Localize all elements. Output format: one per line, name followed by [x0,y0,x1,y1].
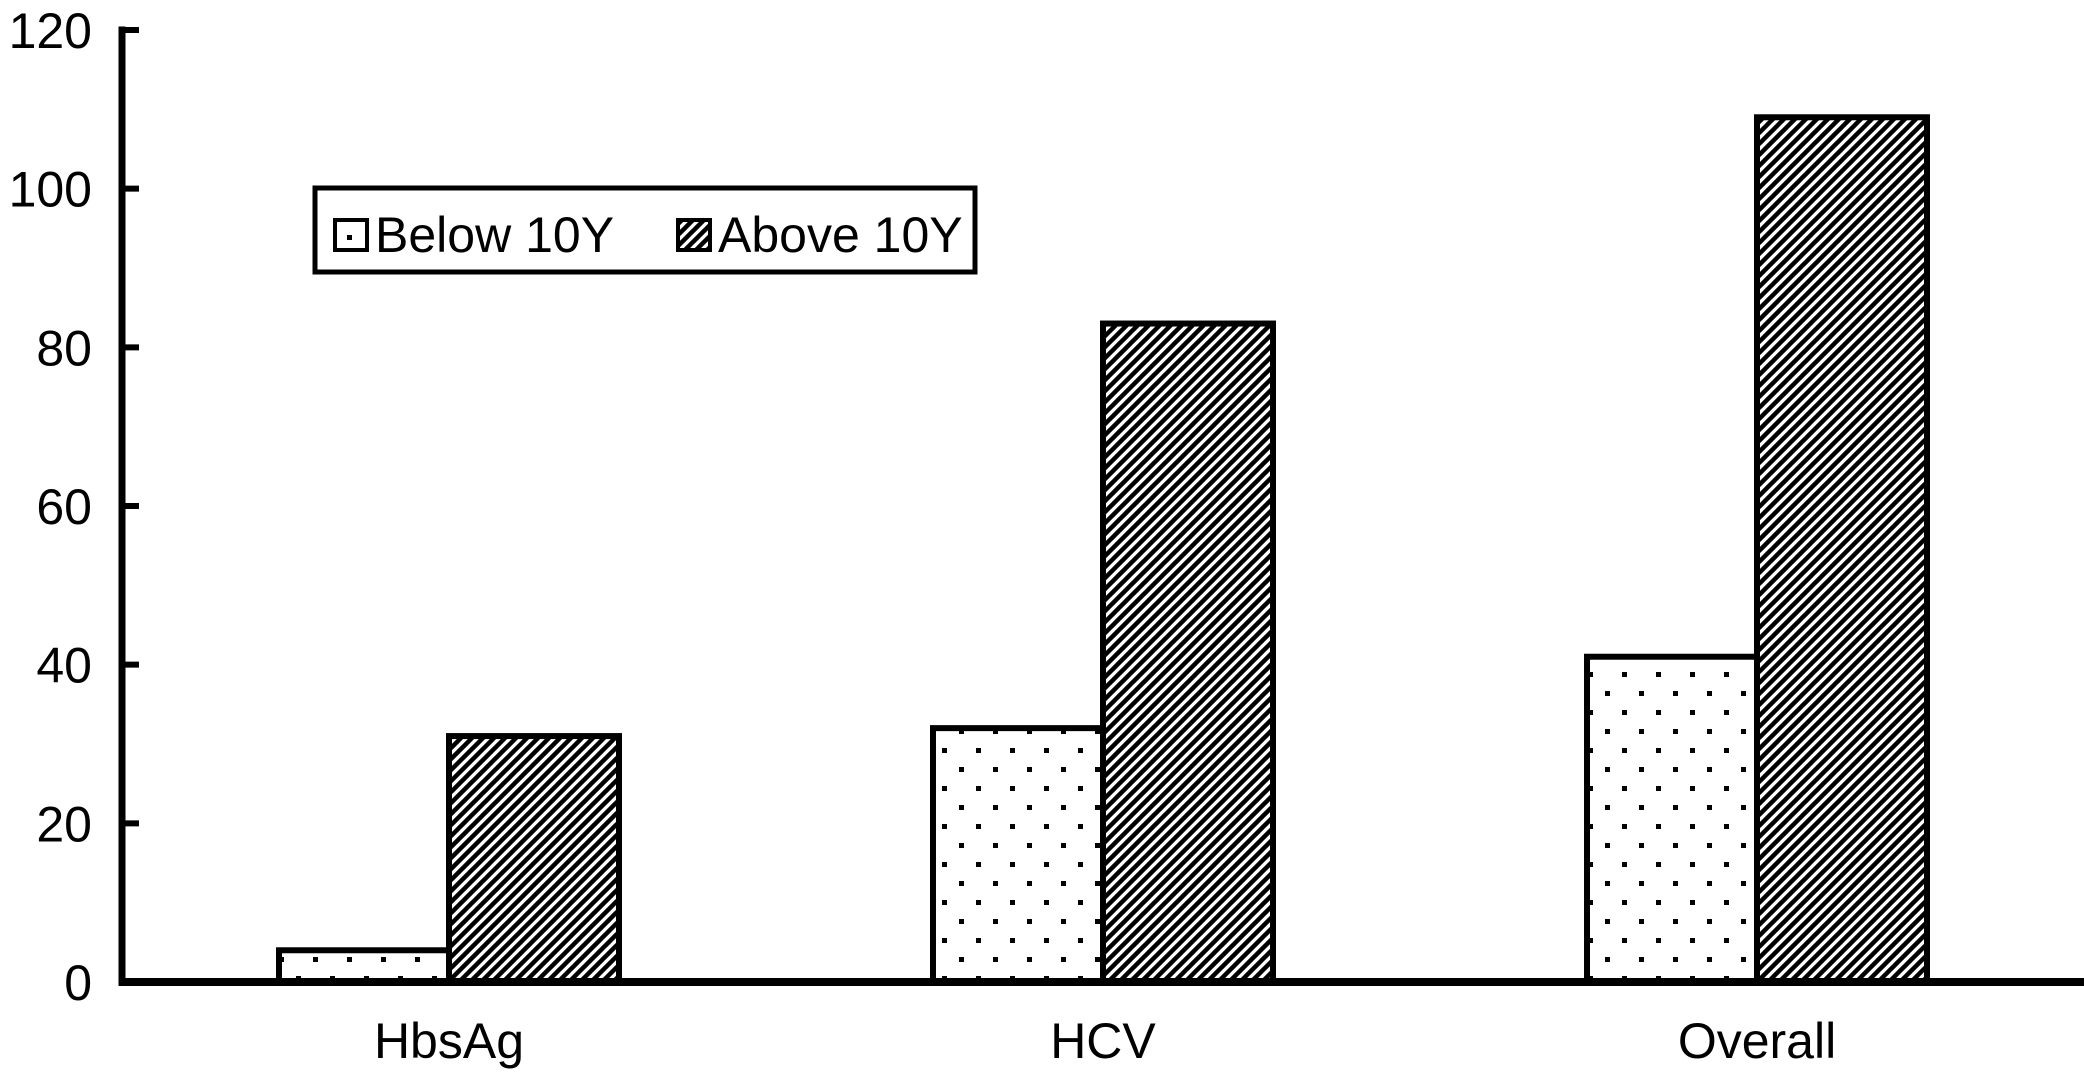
y-tick-label: 60 [36,479,92,535]
legend-label: Below 10Y [375,207,614,263]
bars-group [276,114,1930,986]
y-tick-label: 0 [64,955,92,1011]
legend-box [312,185,978,275]
y-tick-label: 100 [9,162,92,218]
bar-below-10y-hcv [930,725,1106,986]
x-category-label: Overall [1678,1013,1836,1069]
x-category-label: HbsAg [374,1013,524,1069]
y-tick-label: 80 [36,320,92,376]
x-category-label: HCV [1050,1013,1156,1069]
y-tick-label: 20 [36,796,92,852]
y-axis: 0 20 40 60 80 100 120 [9,3,139,1011]
x-category-labels: HbsAg HCV Overall [374,1013,1836,1069]
legend-label: Above 10Y [718,207,963,263]
bar-above-10y-hcv [1100,320,1276,985]
bar-below-10y-overall [1584,653,1760,985]
legend-swatch-dots [333,218,369,252]
bar-above-10y-hbsag [446,733,622,985]
y-tick-label: 120 [9,3,92,59]
y-tick-label: 40 [36,638,92,694]
bar-below-10y-hbsag [276,947,452,985]
bar-above-10y-overall [1754,114,1930,986]
legend: Below 10Y Above 10Y [312,185,978,275]
legend-swatch-diagonal-hatch [676,218,712,252]
